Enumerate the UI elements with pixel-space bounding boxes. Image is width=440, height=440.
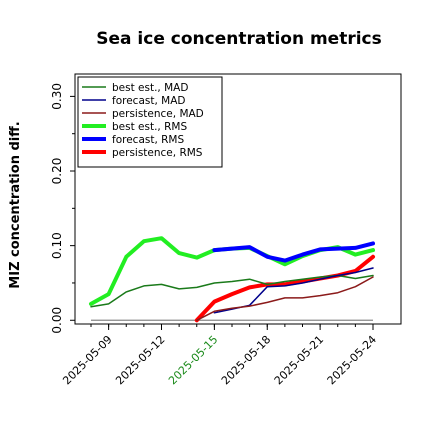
x-tick-label: 2025-05-15 [166, 333, 220, 387]
chart-title: Sea ice concentration metrics [96, 29, 382, 49]
series-layer [89, 236, 375, 323]
y-axis-label: MIZ concentration diff. [8, 121, 23, 288]
series-line-4 [212, 241, 375, 263]
legend-entry-label: best est., RMS [112, 121, 187, 133]
legend-entry-label: persistence, RMS [112, 147, 203, 159]
plot-frame [74, 73, 402, 325]
x-tick-label: 2025-05-24 [325, 333, 379, 387]
series-line-0 [90, 274, 374, 308]
legend-entry-label: forecast, MAD [112, 95, 185, 107]
legend-entry-label: best est., MAD [112, 82, 188, 94]
y-tick-label: 0.00 [50, 307, 64, 334]
legend-entry-label: persistence, MAD [112, 108, 204, 120]
x-axis: 2025-05-092025-05-122025-05-152025-05-18… [60, 324, 379, 387]
x-tick-label: 2025-05-18 [219, 333, 273, 387]
y-tick-label: 0.20 [50, 158, 64, 185]
x-tick-label: 2025-05-12 [113, 333, 167, 387]
y-axis: 0.00 0.10 0.20 0.30 [50, 83, 75, 334]
y-tick-label: 0.30 [50, 83, 64, 110]
y-tick-label: 0.10 [50, 232, 64, 259]
x-tick-label: 2025-05-09 [60, 333, 114, 387]
legend-entry-label: forecast, RMS [112, 134, 184, 146]
x-tick-label: 2025-05-21 [272, 333, 326, 387]
series-line-2 [196, 276, 374, 322]
